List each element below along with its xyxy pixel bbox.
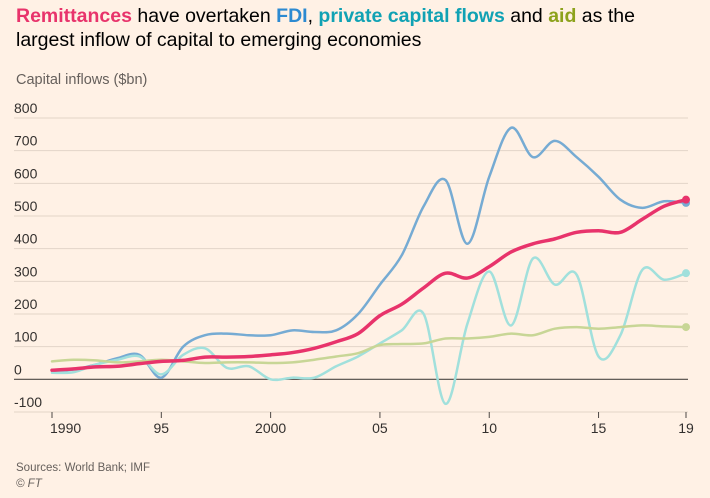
- title-text-1: have overtaken: [131, 5, 277, 27]
- line-chart: -100 0 100 200 300 400 500 600 700 800 1990 95 2000…: [14, 100, 694, 436]
- x-tick-label: 05: [372, 420, 388, 436]
- sources-note: Sources: World Bank; IMF: [16, 462, 150, 474]
- y-axis-labels: -100 0 100 200 300 400 500 600 700 800: [14, 100, 42, 410]
- y-tick-label: 100: [14, 329, 38, 345]
- y-tick-label: 700: [14, 133, 38, 149]
- x-tick-label: 2000: [255, 420, 286, 436]
- y-tick-label: -100: [14, 394, 42, 410]
- series-lines: [50, 126, 690, 406]
- x-axis: 1990 95 2000 05 10 15 19: [50, 412, 694, 436]
- x-tick-label: 95: [154, 420, 170, 436]
- title-text-2: ,: [307, 5, 319, 27]
- title-remittances: Remittances: [16, 5, 132, 27]
- x-tick-label: 15: [591, 420, 607, 436]
- title-text-4: as the largest inflow of capital to emer…: [16, 5, 635, 51]
- x-tick-label: 1990: [50, 420, 81, 436]
- series-endpoint-private: [682, 269, 690, 278]
- chart-subtitle: Capital inflows ($bn): [16, 72, 148, 88]
- series-line-private: [50, 256, 688, 406]
- x-tick-label: 19: [678, 420, 694, 436]
- series-line-fdi: [50, 126, 688, 379]
- y-tick-label: 300: [14, 263, 38, 279]
- series-endpoint-aid: [682, 323, 690, 332]
- series-endpoint-remittances: [682, 195, 690, 204]
- y-tick-label: 600: [14, 165, 38, 181]
- y-tick-label: 400: [14, 231, 38, 247]
- chart-title: Remittances have overtaken FDI, private …: [16, 4, 696, 52]
- title-private-capital-flows: private capital flows: [318, 5, 505, 27]
- title-aid: aid: [548, 5, 577, 27]
- y-tick-label: 500: [14, 198, 38, 214]
- title-text-3: and: [504, 5, 549, 27]
- gridlines: [14, 117, 688, 413]
- title-fdi: FDI: [276, 5, 308, 27]
- y-tick-label: 800: [14, 100, 38, 116]
- series-line-remittances: [50, 197, 688, 372]
- y-tick-label: 200: [14, 296, 38, 312]
- copyright-note: © FT: [16, 478, 42, 490]
- y-tick-label: 0: [14, 361, 22, 377]
- x-tick-label: 10: [481, 420, 497, 436]
